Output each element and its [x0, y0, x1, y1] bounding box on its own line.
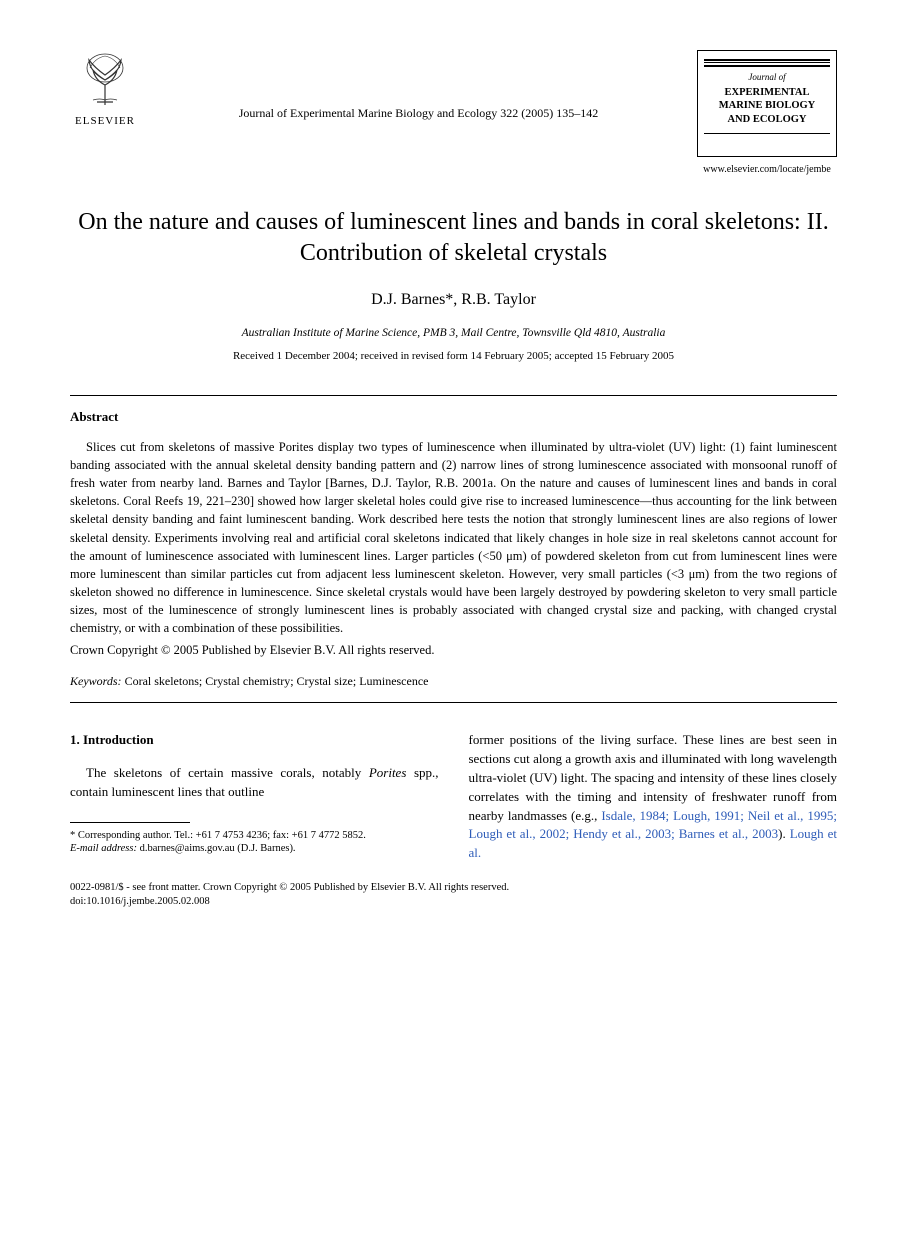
keywords-label: Keywords:	[70, 674, 122, 688]
divider-top	[70, 395, 837, 396]
journal-cover-box: Journal of EXPERIMENTAL MARINE BIOLOGY A…	[697, 50, 837, 177]
journal-url[interactable]: www.elsevier.com/locate/jembe	[697, 163, 837, 177]
footnote-rule	[70, 822, 190, 823]
keywords: Keywords: Coral skeletons; Crystal chemi…	[70, 673, 837, 690]
footer-doi: doi:10.1016/j.jembe.2005.02.008	[70, 895, 837, 909]
journal-reference: Journal of Experimental Marine Biology a…	[140, 50, 697, 122]
abstract-body: Slices cut from skeletons of massive Por…	[70, 438, 837, 660]
publisher-name: ELSEVIER	[75, 114, 135, 129]
article-dates: Received 1 December 2004; received in re…	[70, 349, 837, 364]
footnote-corresponding: * Corresponding author. Tel.: +61 7 4753…	[70, 829, 439, 843]
header-row: ELSEVIER Journal of Experimental Marine …	[70, 50, 837, 177]
right-column: former positions of the living surface. …	[469, 731, 838, 863]
affiliation: Australian Institute of Marine Science, …	[70, 325, 837, 341]
authors: D.J. Barnes*, R.B. Taylor	[70, 289, 837, 311]
abstract-heading: Abstract	[70, 408, 837, 426]
publisher-logo: ELSEVIER	[70, 50, 140, 129]
page-footer: 0022-0981/$ - see front matter. Crown Co…	[70, 881, 837, 908]
left-column: 1. Introduction The skeletons of certain…	[70, 731, 439, 863]
abstract-paragraph: Slices cut from skeletons of massive Por…	[70, 438, 837, 637]
footer-line-1: 0022-0981/$ - see front matter. Crown Co…	[70, 881, 837, 895]
corresponding-author-footnote: * Corresponding author. Tel.: +61 7 4753…	[70, 829, 439, 856]
intro-heading: 1. Introduction	[70, 731, 439, 750]
journal-box-small-title: Journal of	[704, 65, 830, 84]
keywords-text: Coral skeletons; Crystal chemistry; Crys…	[122, 674, 429, 688]
article-title: On the nature and causes of luminescent …	[70, 207, 837, 269]
elsevier-tree-icon	[75, 50, 135, 110]
abstract-copyright: Crown Copyright © 2005 Published by Else…	[70, 641, 837, 659]
journal-box-title-1: EXPERIMENTAL	[704, 86, 830, 100]
footnote-email: E-mail address: d.barnes@aims.gov.au (D.…	[70, 842, 439, 856]
journal-box-title-3: AND ECOLOGY	[704, 113, 830, 127]
body-columns: 1. Introduction The skeletons of certain…	[70, 731, 837, 863]
journal-box-title-2: MARINE BIOLOGY	[704, 99, 830, 113]
intro-para-1: The skeletons of certain massive corals,…	[70, 764, 439, 802]
divider-bottom	[70, 702, 837, 703]
intro-para-1-cont: former positions of the living surface. …	[469, 731, 838, 863]
